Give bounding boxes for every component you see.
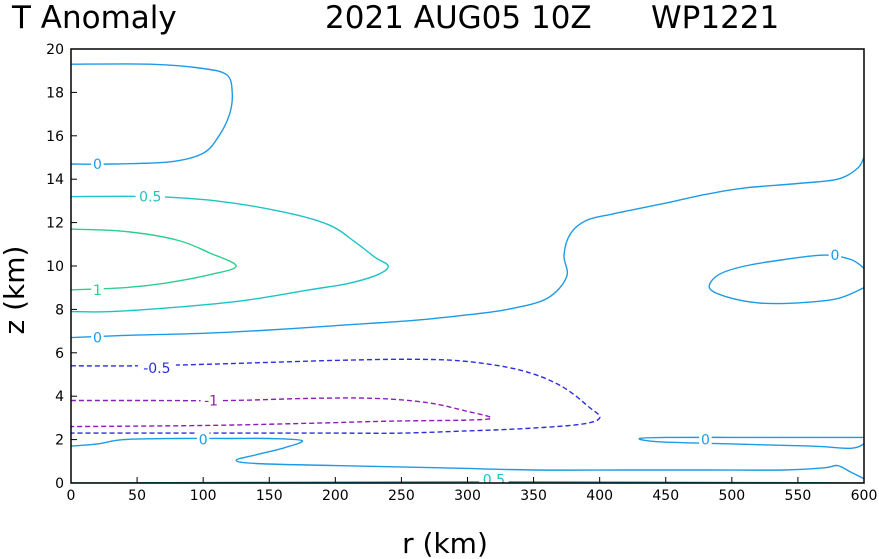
contour-line-neg0_5	[71, 358, 601, 434]
x-tick-label: 350	[520, 488, 547, 504]
contour-label-bg	[699, 431, 712, 447]
contour-lines: 0 0.5 1 0 0 -0.5 -1 0 0 0.5	[71, 63, 864, 489]
y-tick-label: 10	[46, 259, 64, 275]
contour-label: 0	[93, 331, 102, 347]
contour-label: -1	[204, 394, 218, 410]
contour-label-bg	[828, 247, 842, 263]
contour-line-neg1	[71, 397, 493, 428]
x-tick-label: 100	[190, 488, 217, 504]
contour-label: 0	[199, 433, 208, 449]
y-tick-label: 12	[46, 216, 64, 232]
y-tick-label: 6	[55, 346, 64, 362]
contour-line-0	[71, 63, 234, 165]
y-axis-ticks: 0 2 4 6 8 10 12 14 16 18 20	[46, 42, 77, 492]
x-tick-label: 150	[256, 488, 283, 504]
title-storm: WP1221	[651, 0, 779, 36]
x-tick-label: 50	[128, 488, 146, 504]
x-tick-label: 450	[652, 488, 679, 504]
y-tick-label: 8	[55, 302, 64, 318]
x-tick-label: 600	[851, 488, 878, 504]
contour-label-bg	[91, 329, 104, 345]
y-tick-label: 0	[55, 476, 64, 492]
x-tick-label: 400	[586, 488, 613, 504]
contour-line-0	[71, 157, 864, 339]
contour-line-0	[708, 254, 864, 305]
contour-label-bg	[200, 392, 222, 408]
contour-label-bg	[479, 471, 509, 483]
y-tick-label: 14	[46, 172, 64, 188]
contour-line-1	[71, 228, 237, 291]
x-tick-label: 500	[718, 488, 745, 504]
contour-label-bg	[91, 156, 104, 172]
contour-label-bg	[91, 281, 104, 297]
y-tick-label: 16	[46, 129, 64, 145]
x-tick-label: 300	[454, 488, 481, 504]
contour-label: 0.5	[139, 190, 161, 206]
contour-label: -0.5	[143, 361, 170, 377]
contour-label: 0.5	[483, 473, 505, 489]
contour-line-0	[638, 436, 864, 450]
x-tick-label: 250	[388, 488, 415, 504]
contour-line-0_5	[71, 195, 389, 313]
y-tick-label: 4	[55, 389, 64, 405]
x-axis-ticks: 0 50 100 150 200 250 300 350 400 450 500 550 600	[67, 477, 878, 504]
y-axis-label: z (km)	[0, 246, 31, 335]
contour-label-bg	[196, 431, 210, 447]
title-time: 2021 AUG05 10Z	[325, 0, 592, 36]
contour-label: 0	[93, 157, 102, 173]
contour-label-bg	[135, 188, 166, 204]
contour-label-bg	[137, 359, 176, 375]
chart-title: T Anomaly 2021 AUG05 10Z WP1221	[11, 0, 779, 36]
contour-group: 0 0.5 1 0 0 -0.5 -1 0 0 0.5	[71, 63, 864, 489]
x-tick-label: 200	[322, 488, 349, 504]
title-field: T Anomaly	[11, 0, 177, 36]
x-axis-label: r (km)	[402, 527, 488, 559]
contour-label: 1	[93, 283, 102, 299]
x-tick-label: 550	[785, 488, 812, 504]
y-tick-label: 18	[46, 85, 64, 101]
contour-label: 0	[701, 433, 710, 449]
y-tick-label: 2	[55, 433, 64, 449]
contour-label: 0	[830, 248, 839, 264]
x-tick-label: 0	[67, 488, 76, 504]
y-tick-label: 20	[46, 42, 64, 58]
